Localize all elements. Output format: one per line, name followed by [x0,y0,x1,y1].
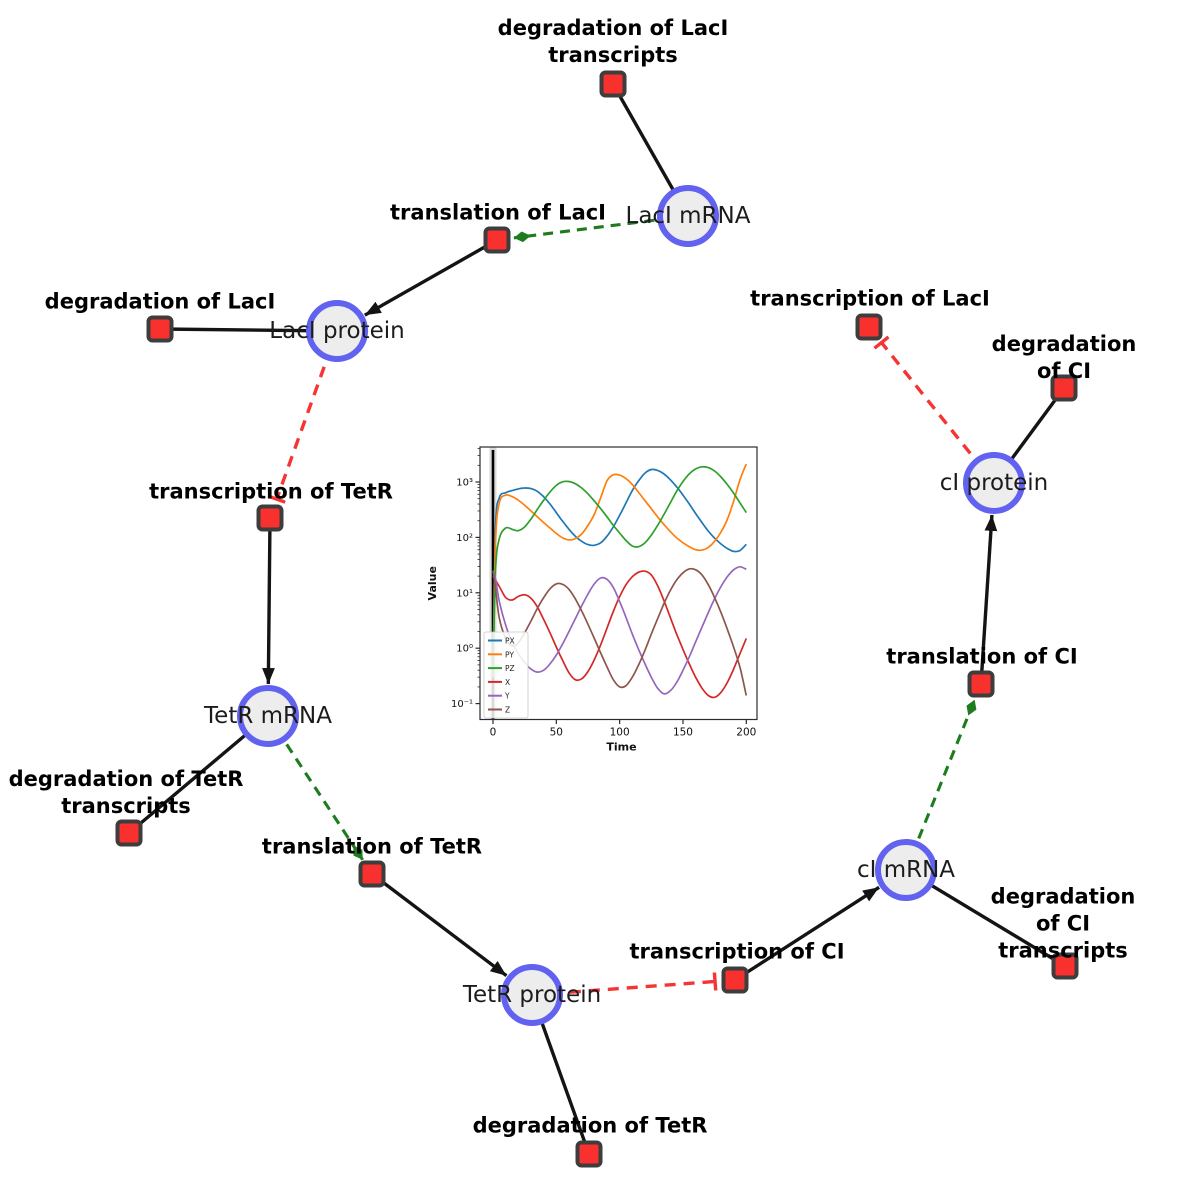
y-axis: 10⁻¹ 10⁰ 10¹ 10² 10³ Value [426,448,480,710]
series-line-Z [492,567,748,696]
reaction-node-deg-ci[interactable] [1050,374,1078,402]
reaction-label-deg-ci-transcripts: degradation of CI transcripts [990,884,1136,963]
species-label-laci-protein: LacI protein [269,318,405,344]
edge-ci-mrna-to-transl-ci [904,699,977,871]
edge-transl-laci-to-laci-protein [363,238,498,317]
reaction-label-deg-tetr: degradation of TetR [472,1113,708,1138]
svg-text:100: 100 [610,727,630,739]
reaction-node-transc-ci[interactable] [721,966,749,994]
svg-text:10⁰: 10⁰ [456,644,473,655]
reaction-label-transc-tetr: transcription of TetR [149,479,393,504]
legend-label-Y: Y [504,692,510,701]
reaction-label-deg-ci: degradation of CI [991,332,1137,383]
species-label-ci-mrna: cI mRNA [856,857,956,883]
edge-laci-mrna-to-transl-laci [513,214,689,243]
species-label-tetr-protein: TetR protein [462,982,602,1008]
edge-tetr-mrna-to-transl-tetr [266,715,364,861]
series-line-X [492,570,748,699]
reaction-node-transc-tetr[interactable] [256,504,284,532]
timeseries-chart: 0 50 100 150 200Time10⁻¹10⁰10¹10²10³ValuePXP… [426,446,758,754]
edge-transl-ci-to-ci-protein [979,514,998,685]
reaction-node-transl-tetr[interactable] [358,860,386,888]
x-axis: 0 50 100 150 200 Time [490,719,756,754]
svg-text:50: 50 [550,727,563,739]
species-label-laci-mrna: LacI mRNA [625,203,751,229]
series-line-PZ [492,465,748,678]
svg-text:0: 0 [490,727,497,739]
svg-text:150: 150 [673,727,693,739]
species-node-laci-protein[interactable] [306,300,368,362]
series-line-Y [492,565,747,695]
edge-transc-ci-to-ci-mrna [734,885,881,982]
reaction-node-deg-tetr-transcripts[interactable] [115,819,143,847]
reaction-label-transl-laci: translation of LacI [390,200,606,225]
edge-tetr-protein-to-transc-ci [531,972,718,997]
x-axis-label: Time [606,741,636,754]
reaction-node-transc-laci[interactable] [855,313,883,341]
legend-label-PZ: PZ [505,664,515,673]
svg-text:10²: 10² [456,533,473,544]
legend-label-X: X [505,678,510,687]
svg-text:10⁻¹: 10⁻¹ [451,699,473,710]
reaction-node-transl-ci[interactable] [967,670,995,698]
species-node-tetr-mrna[interactable] [237,685,299,747]
reaction-node-deg-laci[interactable] [146,315,174,343]
inset-plot: 0 50 100 150 200 Time 10⁻¹ 10⁰ 10¹ 10² 10³ Value PX P… [425,428,773,768]
svg-text:10³: 10³ [456,478,473,489]
reaction-label-deg-laci-transcripts: degradation of LacI transcripts [497,16,729,67]
legend: PX PY PZ XYZ [483,631,529,719]
species-node-ci-mrna[interactable] [875,839,937,901]
reaction-node-transl-laci[interactable] [483,226,511,254]
reaction-label-deg-tetr-transcripts: degradation of TetR transcripts [8,767,244,818]
reaction-label-transc-ci: transcription of CI [629,939,845,964]
reaction-node-deg-laci-transcripts[interactable] [599,70,627,98]
species-node-ci-protein[interactable] [963,452,1025,514]
reaction-node-deg-tetr[interactable] [575,1140,603,1168]
series-line-PY [492,463,748,678]
reaction-label-transl-ci: translation of CI [886,644,1078,669]
reaction-label-transl-tetr: translation of TetR [261,834,483,859]
species-label-tetr-mrna: TetR mRNA [204,703,332,729]
series-group [492,463,748,699]
legend-label-PY: PY [505,650,514,659]
species-node-tetr-protein[interactable] [501,964,563,1026]
edge-transl-tetr-to-tetr-protein [370,872,508,978]
reaction-label-transc-laci: transcription of LacI [750,286,990,311]
species-label-ci-protein: cI protein [939,470,1049,496]
svg-text:10¹: 10¹ [456,588,473,599]
legend-label-Z: Z [505,706,510,715]
y-axis-label: Value [426,566,439,600]
plot-frame [479,446,758,721]
reaction-node-deg-ci-transcripts[interactable] [1051,952,1079,980]
svg-text:200: 200 [736,727,756,739]
reaction-label-deg-laci: degradation of LacI [44,289,276,314]
legend-label-PX: PX [505,637,515,646]
series-line-PX [492,468,747,678]
species-node-laci-mrna[interactable] [657,185,719,247]
edge-transc-tetr-to-tetr-mrna [262,517,275,685]
